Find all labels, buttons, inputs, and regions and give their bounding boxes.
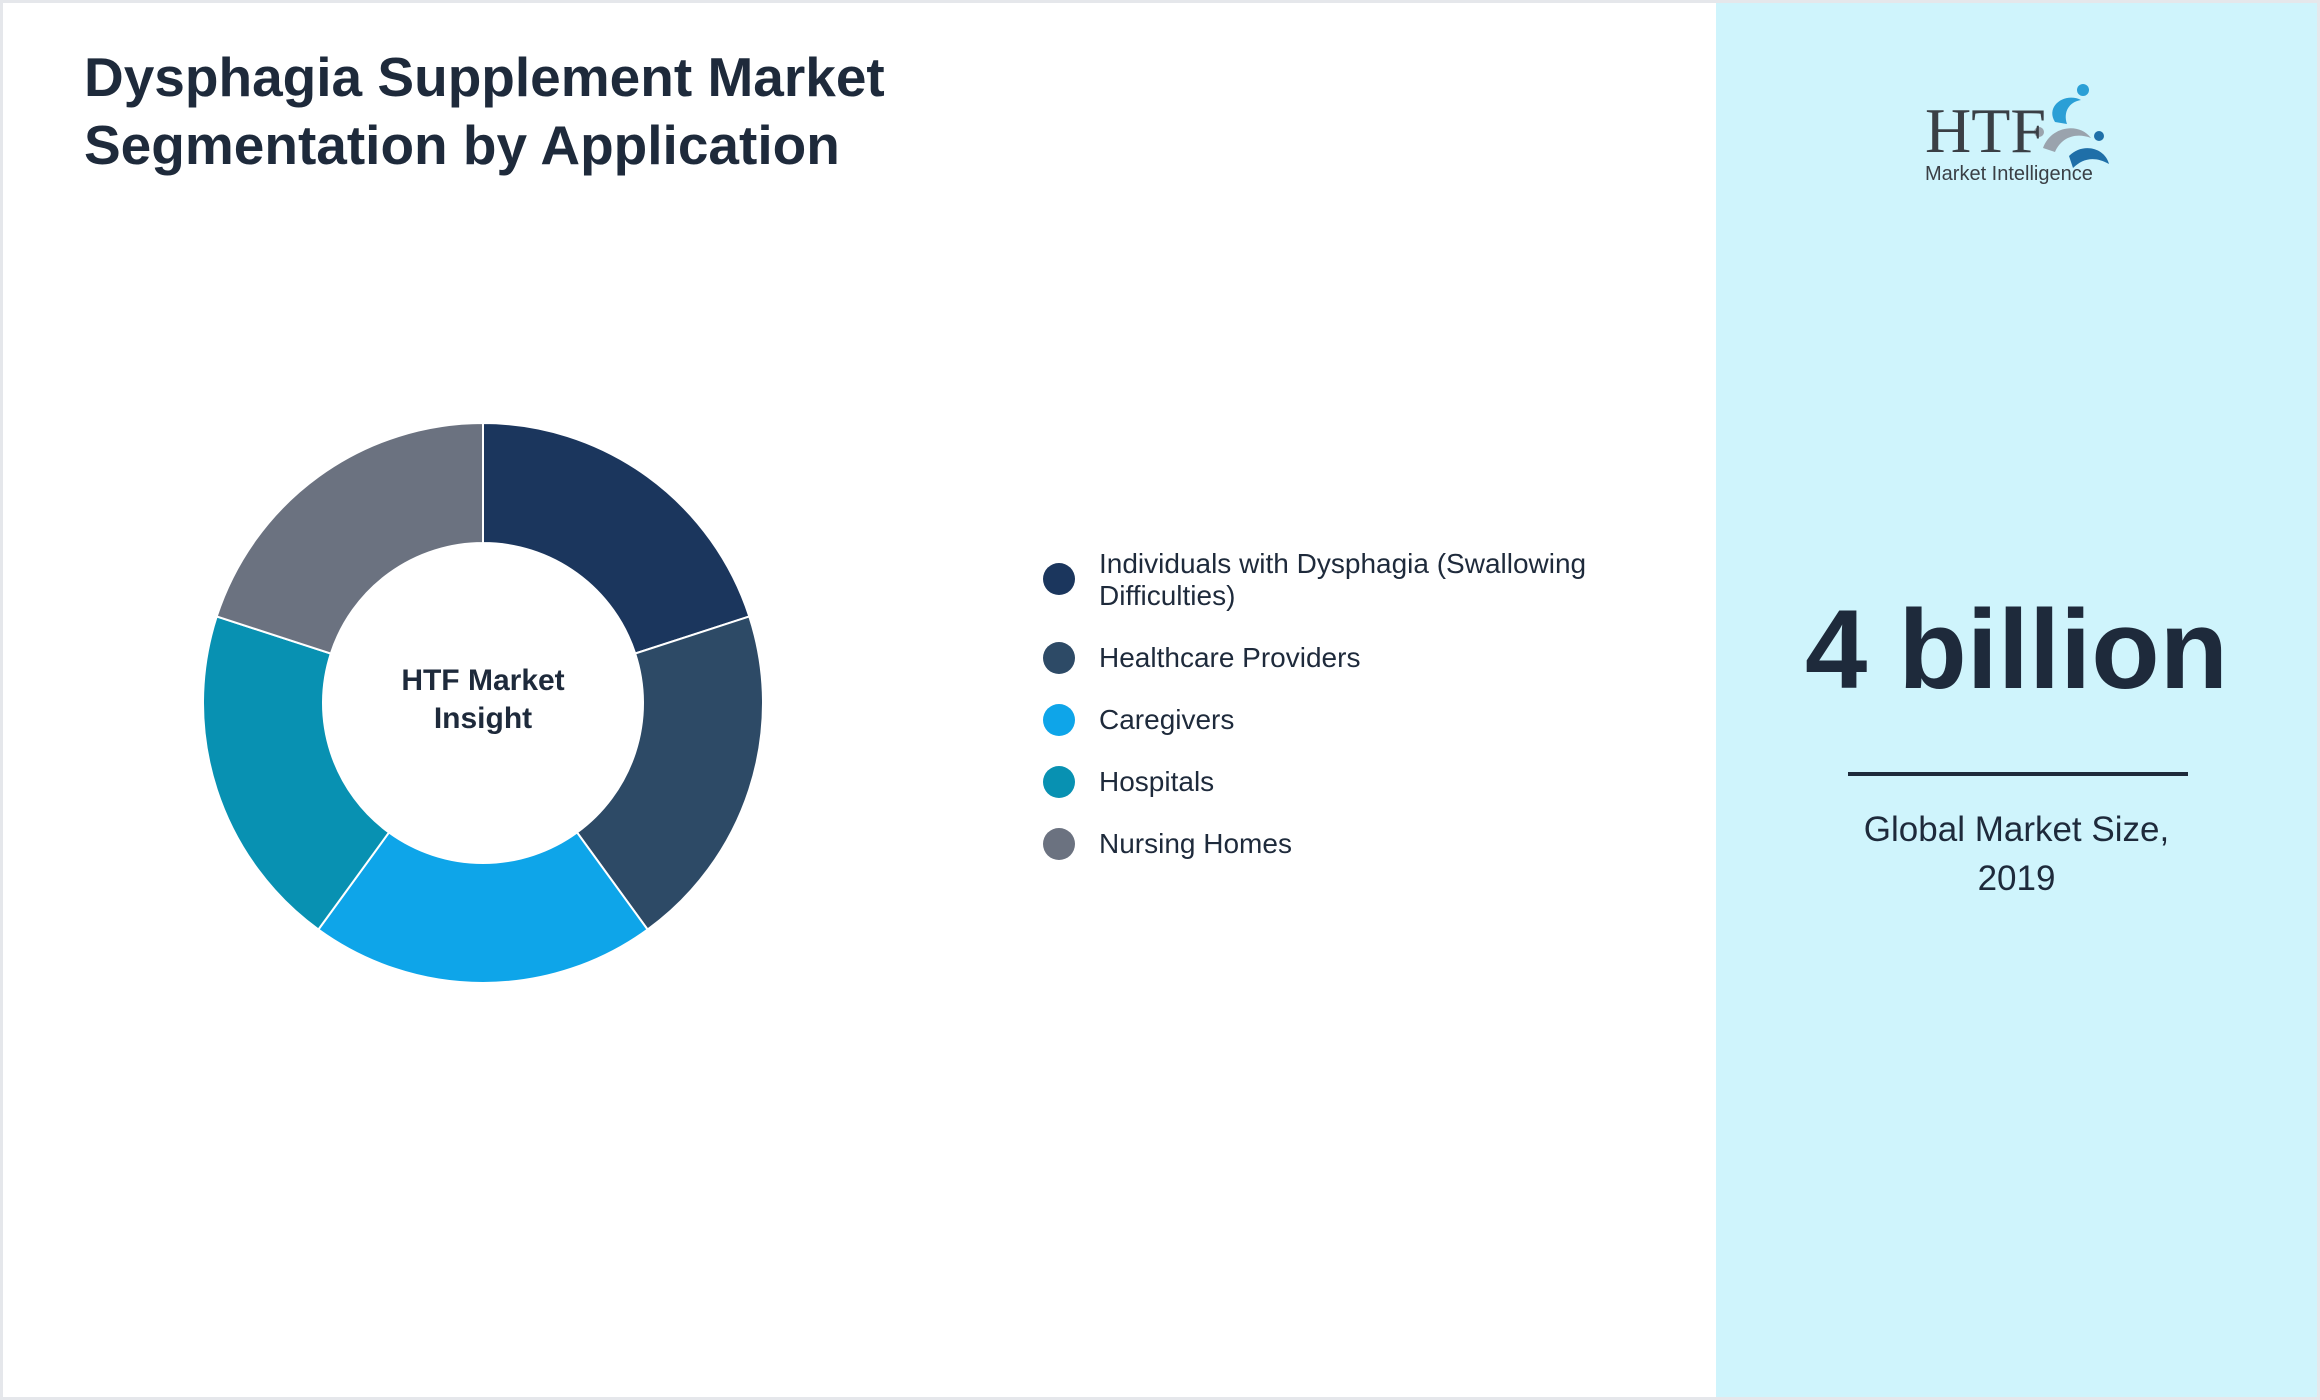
market-size-caption-line-1: Global Market Size,	[1863, 810, 2170, 849]
page-frame: Dysphagia Supplement Market Segmentation…	[3, 3, 2317, 1397]
legend-item-caregivers: Caregivers	[1043, 704, 1623, 736]
legend-label-caregivers: Caregivers	[1099, 704, 1235, 735]
chart-title: Dysphagia Supplement Market Segmentation…	[84, 43, 984, 179]
chart-title-line-2: Segmentation by Application	[84, 114, 840, 176]
htf-logo-icon	[2034, 84, 2109, 168]
htf-logo-wordmark: HTF	[1925, 95, 2046, 166]
legend-label-individuals-line-1: Individuals with Dysphagia (Swallowing	[1099, 548, 1587, 579]
legend-swatch-individuals	[1043, 563, 1075, 595]
donut-slices	[202, 421, 764, 985]
legend-label-hospitals: Hospitals	[1099, 766, 1215, 797]
donut-slice-caregivers	[317, 831, 649, 985]
market-size-panel: HTF Market Intelligence 4 billion Global…	[1716, 3, 2317, 1397]
chart-title-line-1: Dysphagia Supplement Market	[84, 46, 885, 108]
legend-label-individuals-line-2: Difficulties)	[1099, 580, 1236, 611]
donut-chart: HTF Market Insight	[202, 421, 764, 985]
donut-slice-hospitals	[202, 615, 391, 931]
chart-legend: Individuals with Dysphagia (Swallowing D…	[1043, 548, 1623, 890]
chart-panel: Dysphagia Supplement Market Segmentation…	[3, 3, 1716, 1397]
htf-logo: HTF Market Intelligence	[1925, 84, 2109, 185]
legend-swatch-caregivers	[1043, 704, 1075, 736]
legend-swatch-nursing-homes	[1043, 828, 1075, 860]
legend-item-healthcare-providers: Healthcare Providers	[1043, 642, 1623, 674]
legend-item-nursing-homes: Nursing Homes	[1043, 828, 1623, 860]
legend-swatch-healthcare-providers	[1043, 642, 1075, 674]
donut-slice-nursing-homes	[215, 421, 484, 655]
market-size-divider	[1848, 772, 2188, 776]
legend-label-healthcare-providers: Healthcare Providers	[1099, 642, 1361, 673]
legend-swatch-hospitals	[1043, 766, 1075, 798]
legend-label-nursing-homes: Nursing Homes	[1099, 828, 1292, 859]
market-size-caption-line-2: 2019	[1977, 859, 2056, 898]
donut-slice-individuals-with-dysphagia	[482, 421, 751, 655]
market-size-caption: Global Market Size, 2019	[1716, 805, 2317, 903]
donut-center-label-line-1: HTF Market	[401, 664, 564, 697]
legend-item-hospitals: Hospitals	[1043, 766, 1623, 798]
htf-logo-tagline: Market Intelligence	[1925, 163, 2093, 185]
donut-slice-healthcare-providers	[575, 615, 764, 931]
market-size-value: 4 billion	[1804, 587, 2229, 712]
legend-item-individuals: Individuals with Dysphagia (Swallowing D…	[1043, 548, 1623, 612]
donut-center-label-line-2: Insight	[434, 702, 532, 735]
